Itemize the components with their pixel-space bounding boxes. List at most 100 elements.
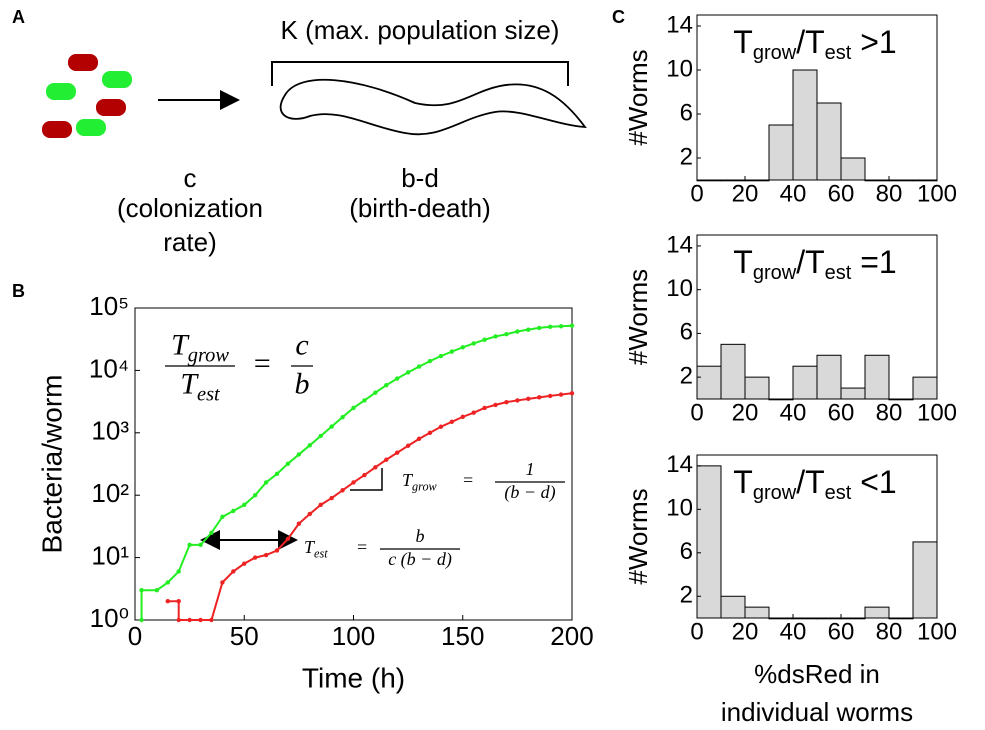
point: [154, 588, 160, 593]
x-tick-label: 0: [690, 180, 703, 207]
title-sub: grow: [753, 482, 797, 504]
point: [416, 436, 422, 442]
point: [318, 502, 323, 508]
panel-title: Tgrow/Test >1: [733, 24, 896, 64]
math-term: b: [295, 367, 310, 400]
point: [395, 376, 400, 381]
y-axis-label: #Worms: [623, 49, 653, 145]
point: [362, 472, 367, 478]
point: [526, 396, 531, 402]
bar: [768, 124, 794, 181]
math-term: Test: [180, 367, 221, 405]
point: [547, 393, 553, 399]
point: [515, 329, 520, 334]
slope-mark: [350, 468, 383, 491]
point: [482, 337, 487, 342]
point: [242, 502, 247, 508]
panel-label: B: [12, 281, 25, 301]
bar: [912, 179, 938, 182]
title-sub: grow: [753, 42, 797, 64]
bar: [744, 606, 770, 619]
point: [198, 617, 203, 623]
x-tick-label: 100: [917, 618, 957, 645]
x-tick-label: 40: [780, 180, 807, 207]
point: [274, 548, 280, 553]
rate-label: (colonization: [117, 193, 263, 223]
point: [384, 382, 389, 388]
point: [438, 353, 444, 359]
point: [460, 414, 465, 420]
math-sub: est: [197, 383, 221, 405]
bar: [816, 354, 842, 400]
x-tick-label: 0: [690, 618, 703, 645]
point: [139, 617, 144, 623]
point: [307, 511, 312, 517]
point: [318, 433, 323, 439]
point: [285, 461, 291, 466]
point: [209, 617, 214, 623]
x-tick-label: 0: [128, 621, 142, 651]
math-sub: grow: [412, 479, 438, 493]
point: [220, 514, 225, 520]
math-term: c (b − d): [388, 549, 452, 570]
bar: [744, 376, 770, 400]
x-tick-label: 40: [780, 618, 807, 645]
point: [307, 443, 312, 448]
point: [252, 555, 258, 560]
point: [165, 599, 170, 604]
point: [340, 488, 345, 493]
point: [231, 569, 236, 574]
point: [373, 465, 378, 470]
bar: [864, 606, 890, 619]
bar: [840, 387, 866, 400]
point: [220, 580, 225, 585]
series-line: [140, 324, 573, 620]
bar: [912, 376, 938, 400]
rate-label: b-d: [401, 163, 439, 193]
y-tick-label: 10: [666, 275, 693, 302]
point: [176, 569, 181, 574]
point: [526, 327, 531, 332]
point: [285, 536, 291, 542]
bracket: [271, 61, 569, 86]
math-term: 1: [526, 459, 535, 479]
x-tick-label: 80: [876, 399, 903, 426]
point: [274, 471, 280, 477]
y-axis-label: Bacteria/worm: [36, 375, 67, 554]
point: [165, 580, 170, 585]
point: [537, 395, 542, 400]
point: [482, 405, 487, 411]
math-term: (b − d): [504, 482, 555, 503]
point: [558, 324, 564, 329]
x-tick-label: 60: [828, 180, 855, 207]
title-sub: grow: [753, 262, 797, 284]
rate-label: rate): [163, 227, 216, 257]
point: [231, 508, 236, 514]
x-tick-label: 20: [732, 399, 759, 426]
math-main: T: [402, 470, 414, 490]
panel-label: C: [612, 7, 625, 27]
title-part: /T: [796, 464, 824, 500]
math-main: T: [304, 537, 316, 557]
x-tick-label: 0: [690, 399, 703, 426]
bar: [816, 102, 842, 181]
math-main: T: [180, 367, 199, 400]
point: [340, 414, 345, 420]
point: [176, 617, 181, 623]
point: [493, 334, 498, 339]
point: [263, 552, 269, 558]
title-part: >1: [851, 24, 896, 60]
y-tick-label: 10⁴: [89, 353, 129, 383]
y-tick-label: 6: [680, 319, 693, 346]
y-tick-label: 2: [680, 143, 693, 170]
math-sub: grow: [188, 344, 230, 366]
math-term: c: [295, 328, 308, 361]
bar: [792, 69, 818, 181]
point: [449, 419, 455, 425]
title-sub: est: [825, 482, 852, 504]
y-tick-label: 2: [680, 362, 693, 389]
point: [427, 430, 433, 435]
y-tick-label: 14: [666, 11, 693, 38]
x-tick-label: 20: [732, 618, 759, 645]
math-main: b: [416, 526, 425, 546]
